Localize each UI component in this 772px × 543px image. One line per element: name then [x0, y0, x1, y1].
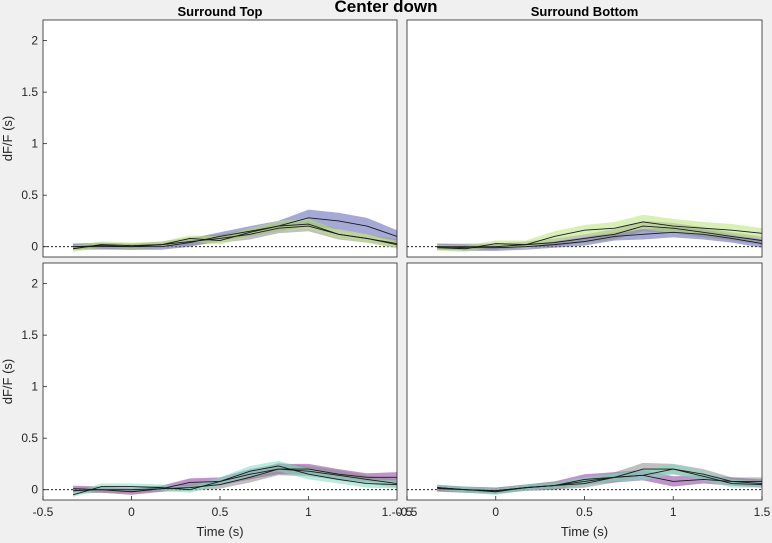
x-tick-label: 1	[305, 505, 312, 519]
y-tick-label: 1.5	[21, 85, 38, 99]
series-band-green	[73, 218, 397, 252]
series-band-green	[437, 214, 762, 252]
series-line-gray	[437, 225, 763, 248]
y-tick-label: 2	[31, 277, 38, 291]
panel-title: Surround Bottom	[531, 4, 639, 19]
x-tick-label: 1.5	[754, 505, 771, 519]
panel-title: Surround Top	[178, 4, 263, 19]
y-axis-label: dF/F (s)	[0, 116, 15, 162]
y-axis-label: dF/F (s)	[0, 359, 15, 405]
y-tick-label: 0.5	[21, 431, 38, 445]
panel-top-right: Surround Bottom	[406, 4, 763, 258]
x-tick-label: 0	[128, 505, 135, 519]
axes-frame	[42, 19, 398, 258]
series-band-blue	[73, 209, 397, 250]
y-tick-label: 1.5	[21, 328, 38, 342]
x-tick-label: -0.5	[33, 505, 54, 519]
series-line-purple	[73, 468, 397, 493]
x-axis-label: Time (s)	[561, 524, 608, 539]
x-tick-label: 1	[670, 505, 677, 519]
series-line-gray	[437, 468, 762, 492]
axes-background	[407, 20, 762, 257]
x-tick-label: 0.5	[212, 505, 229, 519]
series-line-teal	[437, 468, 763, 493]
series-band-teal	[73, 460, 397, 497]
y-tick-label: 0.5	[21, 188, 38, 202]
y-tick-label: 2	[31, 34, 38, 48]
x-tick-label: -0.5	[397, 505, 418, 519]
x-tick-label: 0.5	[576, 505, 593, 519]
series-line-gray	[73, 468, 398, 492]
y-tick-label: 1	[31, 137, 38, 151]
series-line-green	[73, 223, 398, 250]
y-tick-label: 0	[31, 240, 38, 254]
series-line-blue	[437, 231, 763, 249]
x-tick-label-overlap: 1.-0.5	[382, 505, 413, 519]
axes-background	[43, 263, 397, 500]
x-tick-label: 0	[492, 505, 499, 519]
figure-title: Center down	[334, 0, 438, 16]
axes-frame	[406, 19, 763, 258]
panel-bottom-right: -0.5 0 0.5 1 1.5 Time (s)	[397, 262, 771, 539]
series-line-green	[437, 221, 763, 250]
series-line-teal	[72, 465, 398, 496]
y-tick-label: 1	[31, 380, 38, 394]
panel-bottom-left: 0 0.5 1 1.5 2 -0.5 0 0.5 1 1.-0.5 dF/F (s) Time (s)	[0, 262, 413, 539]
axes-background	[407, 263, 762, 500]
x-axis-label: Time (s)	[196, 524, 243, 539]
panel-top-left: 0 0.5 1 1.5 2 Surround Top dF/F (s)	[0, 4, 398, 258]
y-tick-label: 0	[31, 483, 38, 497]
